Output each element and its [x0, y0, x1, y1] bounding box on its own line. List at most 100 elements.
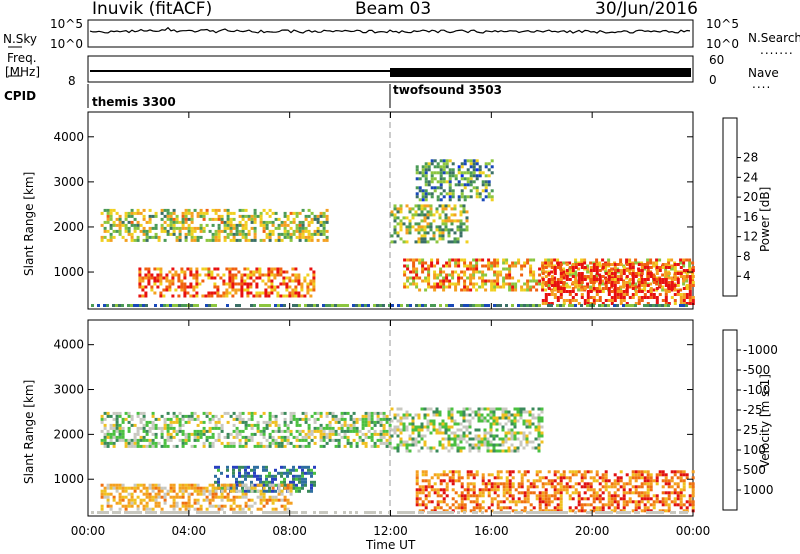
ground-scatter-cell [520, 304, 523, 307]
data-cell [189, 270, 193, 274]
data-cell [217, 504, 221, 508]
ground-scatter-cell [130, 304, 133, 307]
data-cell [154, 492, 158, 496]
data-cell [412, 270, 416, 274]
data-cell [445, 273, 449, 277]
data-cell [276, 285, 280, 289]
ground-scatter-cell [616, 511, 619, 514]
data-cell [294, 276, 298, 280]
data-cell [519, 410, 523, 414]
data-cell [216, 273, 220, 277]
data-cell [679, 503, 683, 507]
data-cell [486, 440, 490, 444]
data-cell [231, 282, 235, 286]
data-cell [322, 435, 326, 439]
data-cell [433, 171, 437, 175]
data-cell [670, 296, 674, 299]
data-cell [511, 282, 515, 286]
data-cell [469, 267, 473, 271]
ground-scatter-cell [259, 304, 262, 307]
data-cell [201, 267, 205, 271]
data-cell [628, 488, 632, 492]
data-cell [640, 491, 644, 495]
data-cell [649, 497, 653, 501]
data-cell [103, 220, 107, 224]
data-cell [396, 210, 400, 214]
data-cell [133, 223, 137, 227]
data-cell [510, 431, 514, 435]
data-cell [610, 503, 614, 507]
data-cell [526, 479, 530, 483]
data-cell [463, 270, 467, 274]
data-cell [265, 468, 268, 472]
data-cell [163, 229, 167, 233]
data-cell [634, 500, 638, 504]
data-cell [441, 207, 445, 211]
data-cell [468, 422, 472, 426]
data-cell [465, 216, 469, 220]
data-cell [541, 288, 545, 292]
data-cell [373, 423, 377, 427]
data-cell [466, 276, 470, 280]
data-cell [112, 426, 116, 430]
data-cell [508, 479, 512, 483]
data-cell [505, 479, 509, 483]
data-cell [469, 273, 473, 277]
data-cell [133, 229, 137, 233]
data-cell [532, 279, 536, 283]
data-cell [337, 426, 341, 430]
data-cell [294, 291, 298, 295]
data-cell [190, 229, 194, 233]
data-cell [405, 228, 409, 232]
data-cell [481, 506, 485, 510]
data-cell [301, 223, 305, 227]
data-cell [211, 441, 215, 445]
data-cell [316, 220, 320, 224]
data-cell [442, 162, 446, 166]
data-cell [460, 189, 464, 193]
data-cell [472, 267, 476, 271]
data-cell [430, 180, 434, 184]
data-cell [145, 501, 149, 505]
data-cell [166, 208, 170, 212]
data-cell [504, 440, 508, 444]
data-cell [414, 228, 418, 232]
data-cell [462, 425, 466, 429]
data-cell [283, 423, 287, 427]
data-cell [301, 465, 304, 469]
data-cell [241, 229, 245, 233]
data-cell [300, 285, 304, 289]
data-cell [280, 480, 283, 484]
data-cell [301, 435, 305, 439]
data-cell [175, 235, 179, 239]
data-cell [226, 235, 230, 239]
data-cell [262, 486, 266, 490]
data-cell [244, 214, 248, 218]
data-cell [640, 284, 644, 287]
data-cell [628, 272, 632, 275]
data-cell [214, 504, 218, 508]
data-cell [616, 488, 620, 492]
data-cell [460, 171, 464, 175]
data-cell [285, 285, 289, 289]
data-cell [136, 414, 140, 418]
ground-scatter-cell [529, 304, 532, 307]
data-cell [616, 281, 620, 284]
data-cell [432, 213, 436, 217]
data-cell [637, 269, 641, 272]
data-cell [571, 281, 575, 284]
data-cell [300, 282, 304, 286]
data-cell [510, 428, 514, 432]
data-cell [265, 474, 268, 478]
data-cell [490, 198, 494, 202]
data-cell [589, 503, 593, 507]
data-cell [445, 482, 449, 486]
data-cell [625, 482, 629, 486]
data-cell [136, 211, 140, 215]
data-cell [537, 437, 541, 441]
data-cell [259, 501, 263, 505]
data-cell [472, 273, 476, 277]
ground-scatter-cell [574, 511, 577, 514]
data-cell [622, 506, 626, 510]
data-cell [268, 423, 272, 427]
